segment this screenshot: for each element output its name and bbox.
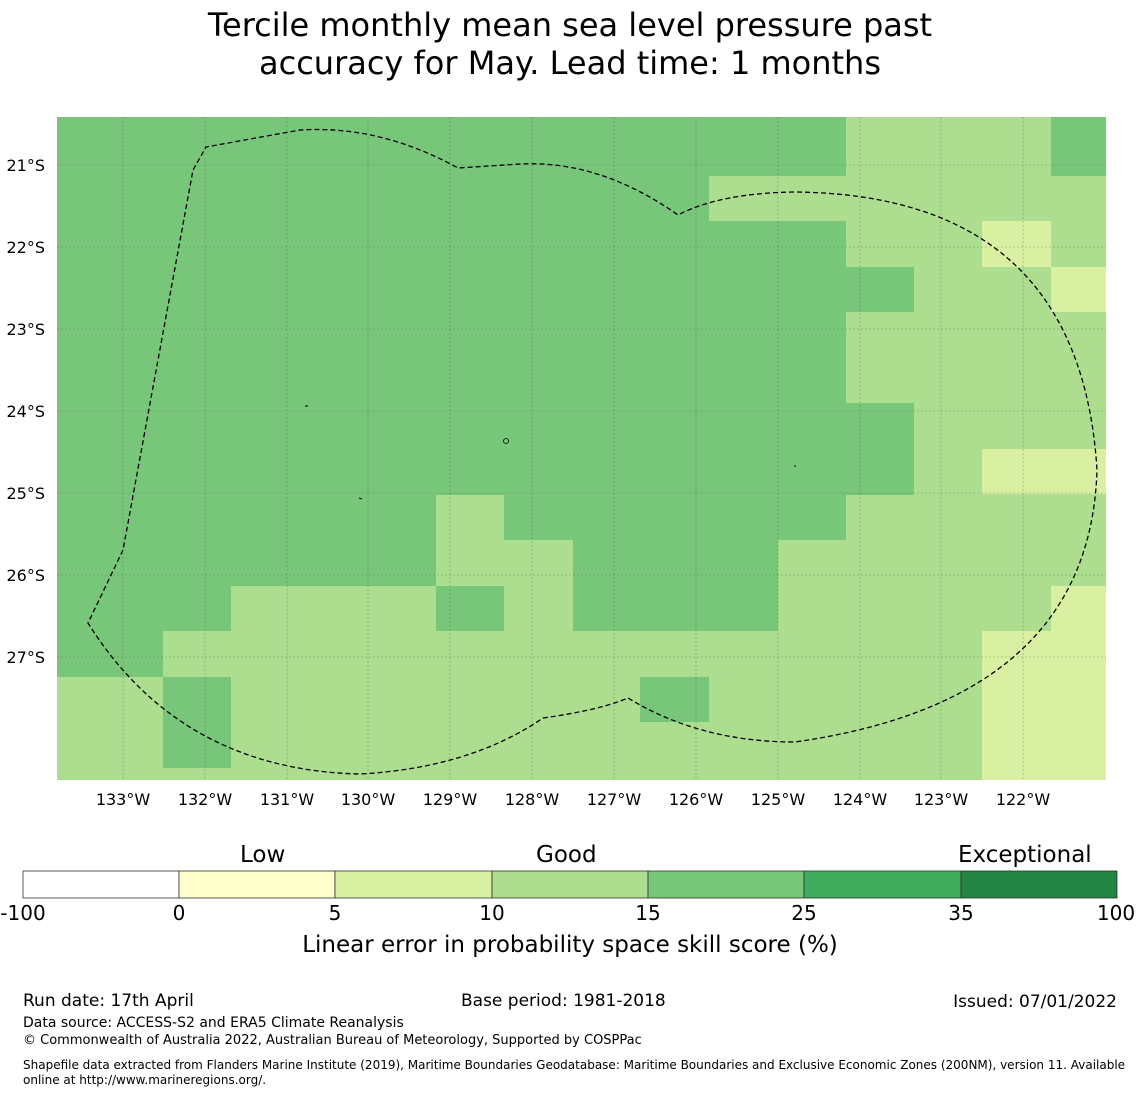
skill-cell xyxy=(1051,586,1106,631)
colorbar-segment xyxy=(22,870,180,899)
skill-cell xyxy=(640,677,709,722)
map-title: Tercile monthly mean sea level pressure … xyxy=(0,6,1140,82)
skill-map: 133°W 132°W 131°W 130°W 129°W 128°W 127°W 126°W… xyxy=(6,117,1106,809)
longitude-label: 133°W xyxy=(96,790,151,809)
colorbar-segment xyxy=(803,870,962,899)
latitude-label: 22°S xyxy=(6,238,45,257)
base-period: Base period: 1981-2018 xyxy=(461,991,666,1011)
colorbar-tick: 10 xyxy=(479,901,505,925)
longitude-label: 132°W xyxy=(178,790,233,809)
latitude-labels: 21°S 22°S 23°S 24°S 25°S 26°S 27°S xyxy=(6,156,45,667)
colorbar-tick: 5 xyxy=(328,901,342,925)
longitude-label: 124°W xyxy=(833,790,888,809)
longitude-label: 125°W xyxy=(751,790,806,809)
island-markers xyxy=(305,405,796,500)
longitude-label: 131°W xyxy=(260,790,315,809)
colorbar-tick: -100 xyxy=(0,901,46,925)
skill-cell xyxy=(709,176,846,221)
skill-cell xyxy=(436,586,504,631)
colorbar-segment xyxy=(491,870,649,899)
skill-cell xyxy=(982,221,1051,267)
skill-cell xyxy=(1051,117,1106,176)
skill-cell xyxy=(846,312,1106,403)
title-line-1: Tercile monthly mean sea level pressure … xyxy=(207,6,933,44)
longitude-label: 123°W xyxy=(914,790,969,809)
longitude-labels: 133°W 132°W 131°W 130°W 129°W 128°W 127°W 126°W… xyxy=(96,790,1051,809)
latitude-label: 21°S xyxy=(6,156,45,175)
colorbar-tick: 15 xyxy=(635,901,661,925)
skill-grid xyxy=(57,117,1106,780)
skill-cell xyxy=(504,540,573,780)
colorbar-segment xyxy=(178,870,336,899)
latitude-label: 23°S xyxy=(6,320,45,339)
longitude-label: 122°W xyxy=(996,790,1051,809)
colorbar-tick: 35 xyxy=(948,901,974,925)
skill-cell xyxy=(846,403,914,494)
colorbar-tick: 0 xyxy=(172,901,186,925)
colorbar-tick: 25 xyxy=(791,901,817,925)
skill-cell xyxy=(163,677,231,768)
latitude-label: 26°S xyxy=(6,566,45,585)
skill-cell xyxy=(1051,267,1106,312)
colorbar-segment xyxy=(960,870,1118,899)
longitude-label: 130°W xyxy=(341,790,396,809)
skill-cell xyxy=(57,677,163,780)
colorbar-label: Linear error in probability space skill … xyxy=(302,932,838,958)
latitude-label: 27°S xyxy=(6,648,45,667)
data-source: Data source: ACCESS-S2 and ERA5 Climate … xyxy=(23,1015,404,1031)
title-line-2: accuracy for May. Lead time: 1 months xyxy=(258,44,881,82)
run-date: Run date: 17th April xyxy=(23,991,194,1011)
skill-cell xyxy=(846,267,914,312)
longitude-label: 127°W xyxy=(587,790,642,809)
copyright: © Commonwealth of Australia 2022, Austra… xyxy=(23,1033,642,1048)
colorbar-segment xyxy=(647,870,805,899)
category-good: Good xyxy=(536,842,597,868)
skill-cell xyxy=(982,449,1106,494)
skill-cell xyxy=(982,631,1106,780)
skill-cell xyxy=(231,586,436,631)
shapefile-credit: Shapefile data extracted from Flanders M… xyxy=(23,1058,1126,1087)
colorbar-tick: 100 xyxy=(1096,901,1136,925)
longitude-label: 129°W xyxy=(423,790,478,809)
issued-date: Issued: 07/01/2022 xyxy=(953,992,1117,1012)
skill-cell xyxy=(778,540,846,780)
latitude-label: 24°S xyxy=(6,402,45,421)
longitude-label: 126°W xyxy=(669,790,724,809)
category-exceptional: Exceptional xyxy=(958,842,1092,868)
category-low: Low xyxy=(240,842,286,868)
latitude-label: 25°S xyxy=(6,484,45,503)
longitude-label: 128°W xyxy=(505,790,560,809)
colorbar xyxy=(22,870,1118,899)
skill-cell xyxy=(436,495,504,780)
colorbar-segment xyxy=(334,870,493,899)
